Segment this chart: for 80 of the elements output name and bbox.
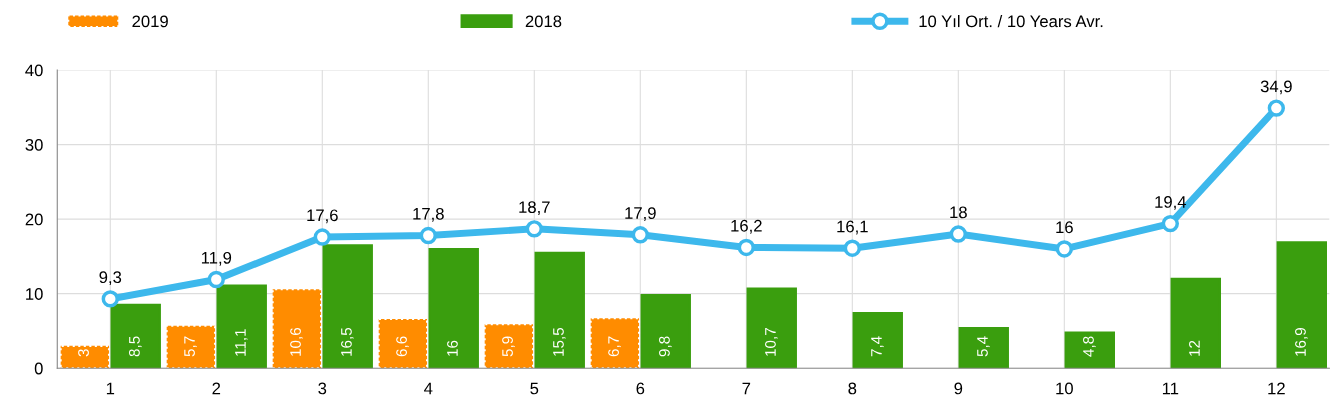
- data-label: 16,1: [837, 220, 868, 235]
- y-tick-label: 30: [25, 139, 43, 151]
- data-label: 4,8: [1083, 336, 1096, 357]
- data-label: 9,8: [659, 336, 672, 357]
- bar: [271, 288, 323, 369]
- data-label: 17,9: [625, 207, 656, 221]
- bar: [1170, 277, 1221, 369]
- data-label: 12: [1189, 340, 1200, 356]
- point: [525, 220, 543, 238]
- point: [631, 226, 649, 244]
- x-tick-label: 4: [424, 382, 433, 395]
- x-tick-label: 3: [318, 382, 327, 395]
- x-tick-label: 7: [742, 382, 751, 395]
- bar: [1064, 331, 1115, 369]
- data-label: 16,9: [1295, 328, 1308, 356]
- point: [737, 238, 755, 257]
- data-label: 16: [1056, 221, 1073, 234]
- y-tick-label: 20: [25, 213, 43, 226]
- point: [1055, 240, 1074, 258]
- x-tick-label: 11: [1162, 382, 1179, 395]
- data-label: 34,9: [1260, 80, 1292, 95]
- bar: [428, 247, 479, 369]
- x-tick-label: 9: [954, 382, 963, 395]
- x-tick-label: 1: [106, 382, 115, 395]
- bar: [852, 312, 903, 369]
- data-label: 7,4: [871, 336, 884, 357]
- point: [101, 290, 119, 308]
- data-label: 15,5: [553, 327, 566, 356]
- bar: [589, 317, 641, 369]
- data-label: 8,5: [129, 336, 142, 357]
- data-label: 10,6: [290, 327, 303, 356]
- data-label: 18: [950, 206, 967, 219]
- data-label: 6,7: [608, 336, 621, 357]
- x-tick-label: 2: [212, 382, 221, 395]
- point: [949, 225, 967, 243]
- y-tick-label: 10: [26, 288, 43, 300]
- bar: [534, 251, 585, 369]
- point: [207, 270, 225, 289]
- data-label: 16,5: [341, 327, 354, 356]
- bar: [958, 326, 1009, 369]
- data-label: 16,2: [731, 219, 762, 234]
- bar: [746, 287, 797, 369]
- y-tick-label: 40: [25, 64, 43, 77]
- x-tick-label: 6: [636, 382, 645, 395]
- x-tick-label: 12: [1268, 382, 1285, 395]
- data-label: 5,9: [502, 336, 515, 357]
- y-tick-label: 0: [34, 362, 43, 375]
- bar: [110, 303, 161, 369]
- bar: [1276, 241, 1327, 369]
- data-label: 9,3: [99, 271, 122, 286]
- bar: [640, 294, 691, 369]
- data-label: 17,6: [307, 209, 338, 224]
- legend-label: 10 Yıl Ort. / 10 Years Avr.: [919, 15, 1103, 28]
- data-label: 19,4: [1155, 196, 1187, 210]
- x-tick-label: 10: [1056, 382, 1073, 395]
- legend-label: 2018: [525, 15, 562, 28]
- data-label: 3: [78, 349, 89, 357]
- data-label: 6,6: [396, 336, 409, 357]
- bar: [165, 324, 217, 369]
- data-label: 11,1: [235, 329, 248, 356]
- x-tick-label: 8: [848, 382, 857, 395]
- bar: [216, 284, 267, 369]
- x-tick-label: 5: [530, 382, 539, 395]
- point: [1161, 214, 1180, 233]
- bar: [377, 317, 429, 369]
- data-label: 10,7: [765, 328, 778, 356]
- data-label: 11,9: [201, 251, 232, 266]
- point: [313, 228, 331, 246]
- data-label: 5,4: [977, 336, 990, 357]
- point: [843, 239, 861, 257]
- data-label: 5,7: [184, 336, 197, 357]
- data-label: 18,7: [519, 201, 550, 215]
- bar: [59, 344, 111, 369]
- data-label: 16: [447, 340, 458, 356]
- point: [1267, 99, 1286, 117]
- point: [419, 226, 437, 245]
- bar: [322, 244, 373, 369]
- bar: [483, 323, 535, 369]
- legend-label: 2019: [132, 15, 168, 28]
- data-label: 17,8: [413, 207, 444, 222]
